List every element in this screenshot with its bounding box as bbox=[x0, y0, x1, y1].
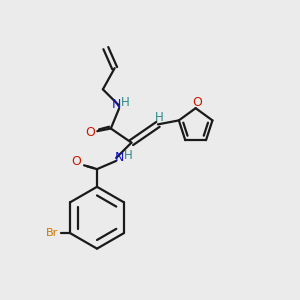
Text: H: H bbox=[154, 111, 163, 124]
Text: O: O bbox=[71, 155, 81, 168]
Text: N: N bbox=[112, 98, 122, 111]
Text: O: O bbox=[85, 125, 95, 139]
Text: H: H bbox=[121, 96, 129, 109]
Text: N: N bbox=[115, 151, 124, 164]
Text: H: H bbox=[124, 149, 133, 162]
Text: Br: Br bbox=[46, 228, 58, 238]
Text: O: O bbox=[192, 96, 202, 110]
